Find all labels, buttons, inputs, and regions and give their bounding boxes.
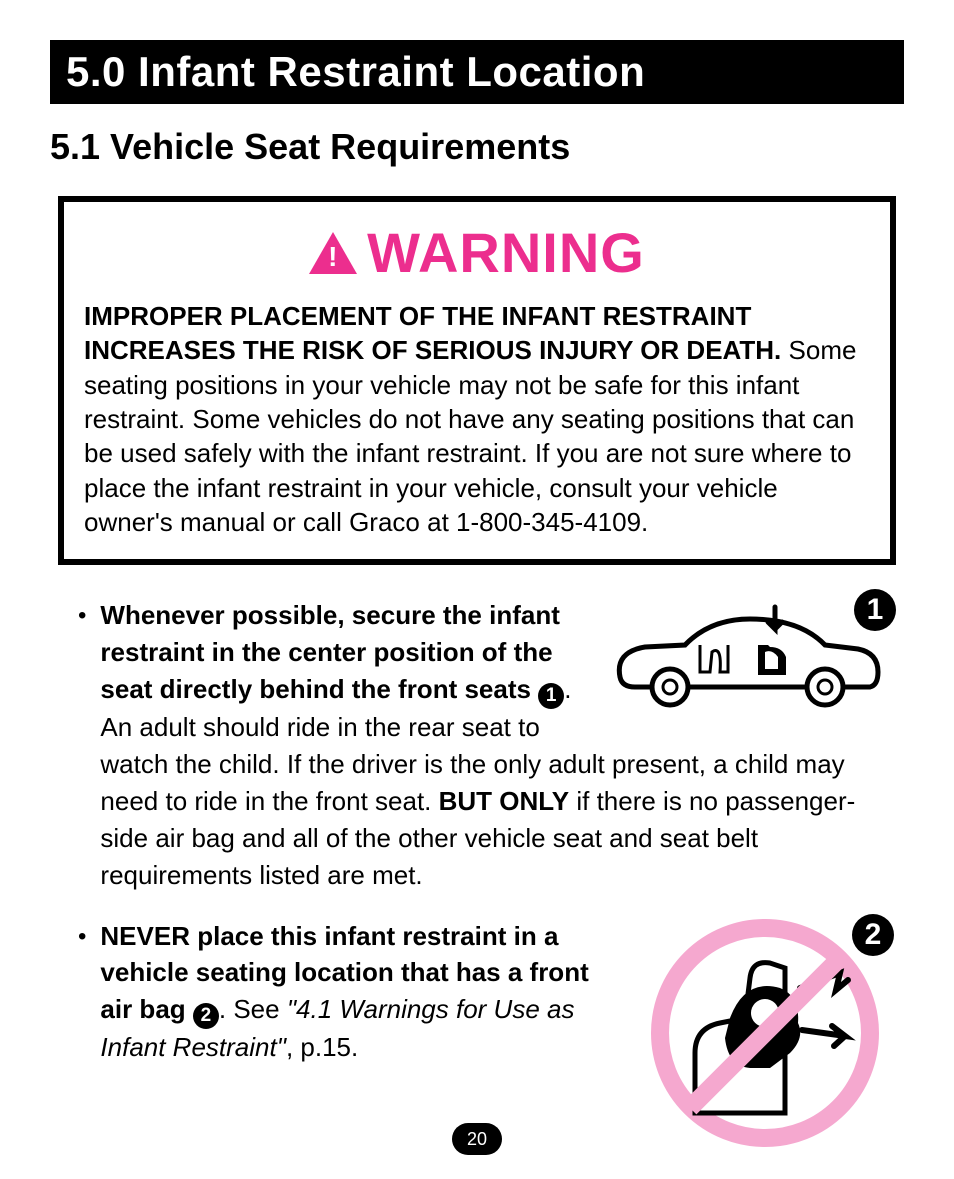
figure-badge-2: 2 <box>852 914 894 956</box>
bullet2-text-b: , p.15. <box>286 1032 358 1062</box>
bullet-list: • 1 Whenever possible, secure the infant… <box>78 597 890 1157</box>
subsection-title: 5.1 Vehicle Seat Requirements <box>50 126 904 168</box>
list-item: • 1 Whenever possible, secure the infant… <box>78 597 890 893</box>
warning-word: WARNING <box>367 220 645 285</box>
bullet-marker: • <box>78 597 86 634</box>
figure-badge-1: 1 <box>854 589 896 631</box>
airbag-prohibit-icon <box>650 918 880 1148</box>
car-illustration-icon <box>600 597 890 717</box>
page-number: 20 <box>452 1123 502 1155</box>
bullet-marker: • <box>78 918 86 955</box>
warning-text: IMPROPER PLACEMENT OF THE INFANT RESTRAI… <box>84 299 870 539</box>
warning-bold-lead: IMPROPER PLACEMENT OF THE INFANT RESTRAI… <box>84 301 781 365</box>
bullet-body: 2 NEVER place this infant restraint in a… <box>100 918 890 1158</box>
inline-badge-1: 1 <box>538 683 564 709</box>
warning-box: WARNING IMPROPER PLACEMENT OF THE INFANT… <box>58 196 896 565</box>
warning-label: WARNING <box>84 220 870 285</box>
section-header: 5.0 Infant Restraint Location <box>50 40 904 104</box>
bullet2-text-a: . See <box>219 994 287 1024</box>
list-item: • 2 NEVER place this infant restraint in <box>78 918 890 1158</box>
warning-triangle-icon <box>309 232 357 274</box>
inline-badge-2: 2 <box>193 1003 219 1029</box>
warning-body: Some seating positions in your vehicle m… <box>84 335 856 537</box>
bullet1-bold: Whenever possible, secure the infant res… <box>100 600 559 704</box>
figure-1: 1 <box>600 597 890 727</box>
bullet-body: 1 Whenever possible, secure the infant r… <box>100 597 890 893</box>
bullet1-bold2: BUT ONLY <box>439 786 570 816</box>
figure-2: 2 <box>650 918 880 1158</box>
